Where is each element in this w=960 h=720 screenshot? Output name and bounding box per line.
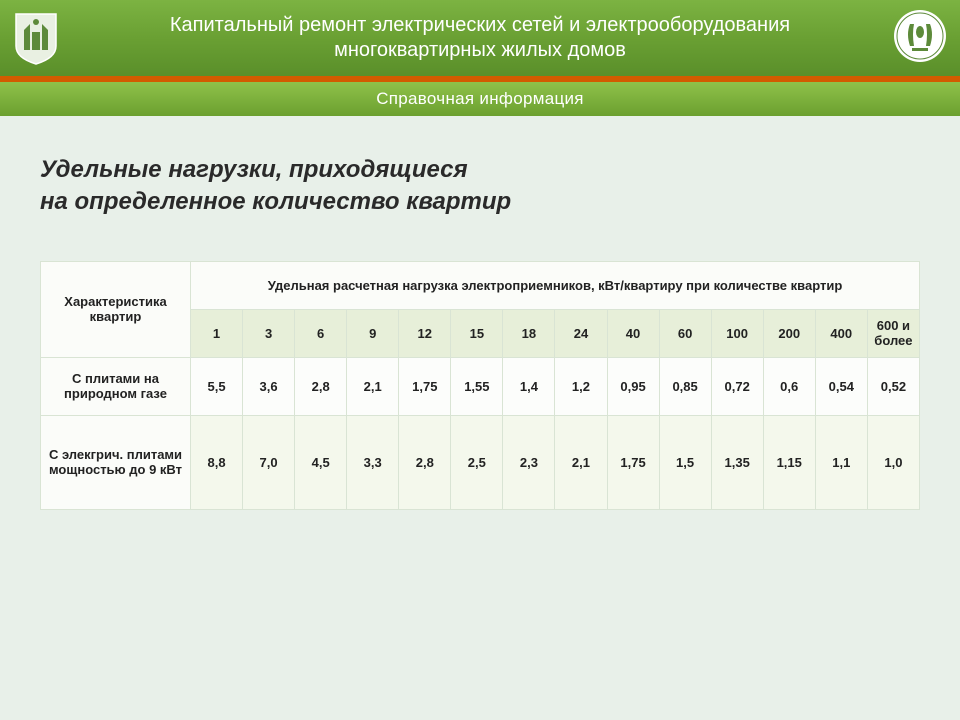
data-cell: 7,0 <box>243 415 295 509</box>
header-title-line2: многоквартирных жилых домов <box>170 38 790 63</box>
data-cell: 2,1 <box>555 415 607 509</box>
header-title: Капитальный ремонт электрических сетей и… <box>170 13 790 63</box>
logo-right-icon <box>892 8 948 64</box>
data-cell: 0,54 <box>815 357 867 415</box>
column-header: 15 <box>451 309 503 357</box>
logo-left-icon <box>12 10 60 66</box>
row-label: С плитами на природном газе <box>41 357 191 415</box>
heading-line1: Удельные нагрузки, приходящиеся <box>40 154 920 186</box>
column-header: 6 <box>295 309 347 357</box>
column-header: 1 <box>191 309 243 357</box>
data-cell: 1,4 <box>503 357 555 415</box>
data-cell: 5,5 <box>191 357 243 415</box>
data-cell: 2,8 <box>295 357 347 415</box>
data-cell: 2,1 <box>347 357 399 415</box>
section-heading: Удельные нагрузки, приходящиеся на опред… <box>40 154 920 219</box>
row-label: С элекгрич. плитами мощностью до 9 кВт <box>41 415 191 509</box>
data-cell: 1,75 <box>607 415 659 509</box>
row-header-title: Характеристика квартир <box>41 261 191 357</box>
column-header: 12 <box>399 309 451 357</box>
data-cell: 1,1 <box>815 415 867 509</box>
sub-header-text: Справочная информация <box>376 89 584 108</box>
column-header: 60 <box>659 309 711 357</box>
data-cell: 1,75 <box>399 357 451 415</box>
table-row: С плитами на природном газе5,53,62,82,11… <box>41 357 920 415</box>
data-cell: 2,3 <box>503 415 555 509</box>
column-header: 40 <box>607 309 659 357</box>
data-cell: 0,6 <box>763 357 815 415</box>
data-cell: 1,15 <box>763 415 815 509</box>
data-cell: 1,2 <box>555 357 607 415</box>
column-header: 24 <box>555 309 607 357</box>
column-header: 400 <box>815 309 867 357</box>
column-header: 9 <box>347 309 399 357</box>
data-cell: 4,5 <box>295 415 347 509</box>
data-cell: 0,95 <box>607 357 659 415</box>
main-header: Капитальный ремонт электрических сетей и… <box>0 0 960 76</box>
column-header: 3 <box>243 309 295 357</box>
data-cell: 8,8 <box>191 415 243 509</box>
loads-table: Характеристика квартир Удельная расчетна… <box>40 261 920 510</box>
data-cell: 1,35 <box>711 415 763 509</box>
group-header: Удельная расчетная нагрузка электроприем… <box>191 261 920 309</box>
header-title-line1: Капитальный ремонт электрических сетей и… <box>170 13 790 38</box>
column-header: 200 <box>763 309 815 357</box>
data-cell: 0,52 <box>867 357 919 415</box>
data-cell: 2,5 <box>451 415 503 509</box>
column-header: 600 и более <box>867 309 919 357</box>
data-cell: 3,3 <box>347 415 399 509</box>
content-area: Удельные нагрузки, приходящиеся на опред… <box>0 116 960 530</box>
sub-header: Справочная информация <box>0 82 960 116</box>
data-cell: 1,0 <box>867 415 919 509</box>
column-header: 18 <box>503 309 555 357</box>
column-header: 100 <box>711 309 763 357</box>
table-row: С элекгрич. плитами мощностью до 9 кВт8,… <box>41 415 920 509</box>
data-cell: 3,6 <box>243 357 295 415</box>
data-cell: 0,72 <box>711 357 763 415</box>
table-body: С плитами на природном газе5,53,62,82,11… <box>41 357 920 509</box>
data-cell: 0,85 <box>659 357 711 415</box>
data-cell: 1,55 <box>451 357 503 415</box>
data-cell: 2,8 <box>399 415 451 509</box>
heading-line2: на определенное количество квартир <box>40 186 920 218</box>
data-cell: 1,5 <box>659 415 711 509</box>
